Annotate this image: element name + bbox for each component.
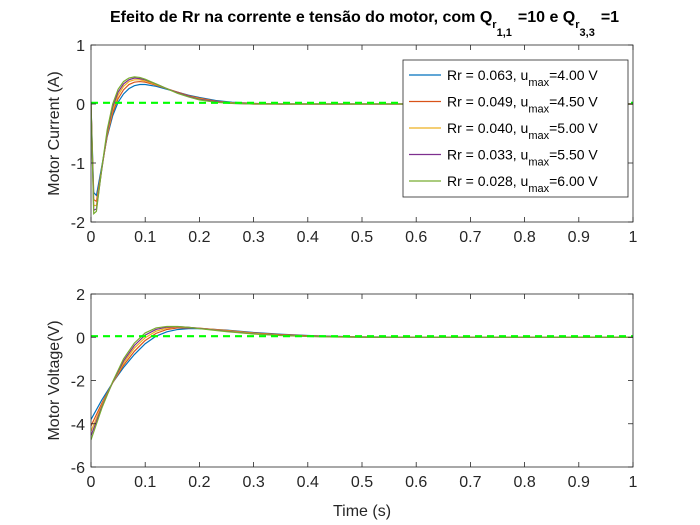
- x-tick-label: 0: [87, 474, 96, 491]
- current-panel: 0 0.1 0.2 0.3 0.4 0.5 0.6 0.7 0.8 0.9 1 -2 -1 0 1 Motor…: [46, 38, 638, 246]
- y-tick-label: 2: [76, 287, 85, 304]
- x-tick-label: 0.1: [134, 474, 156, 491]
- title-sub2: r: [575, 19, 580, 31]
- x-tick-label: 0.7: [459, 474, 481, 491]
- x-tick-label: 0.9: [568, 229, 590, 246]
- x-tick-label: 0.4: [297, 474, 319, 491]
- x-tick-label: 0.8: [513, 474, 535, 491]
- legend: Rr = 0.063, umax=4.00 V Rr = 0.049, umax=…: [402, 59, 629, 198]
- x-tick-label: 0.3: [242, 474, 264, 491]
- y-axis-label: Motor Voltage(V): [46, 320, 63, 440]
- y-tick-label: 1: [76, 38, 85, 55]
- x-tick-label: 0: [87, 229, 96, 246]
- voltage-panel: 0 0.1 0.2 0.3 0.4 0.5 0.6 0.7 0.8 0.9 1 -6 -4 -2 0 2 Mot…: [46, 287, 638, 520]
- y-tick-label: -2: [71, 215, 85, 232]
- y-tick-label: -1: [71, 156, 85, 173]
- y-tick-label: 0: [76, 97, 85, 114]
- legend-label: Rr = 0.033, umax=5.50 V: [447, 147, 598, 169]
- title-end: =1: [601, 9, 619, 26]
- x-tick-label: 0.5: [351, 229, 373, 246]
- series-group: [91, 325, 633, 441]
- legend-label: Rr = 0.040, umax=5.00 V: [447, 120, 598, 142]
- title-subsub1: 1,1: [497, 27, 512, 39]
- x-tick-label: 0.1: [134, 229, 156, 246]
- title-main: Efeito de Rr na corrente e tensão do mot…: [110, 9, 492, 26]
- series-group: [91, 76, 633, 216]
- x-tick-label: 0.7: [459, 229, 481, 246]
- x-tick-label: 0.2: [188, 229, 210, 246]
- series-line-5: [91, 76, 633, 216]
- x-tick-label: 0.8: [513, 229, 535, 246]
- legend-label: Rr = 0.049, umax=4.50 V: [447, 94, 598, 116]
- x-tick-label: 0.3: [242, 229, 264, 246]
- y-tick-label: -6: [71, 460, 85, 477]
- x-axis-label: Time (s): [333, 503, 391, 520]
- x-tick-label: 1: [629, 229, 638, 246]
- x-tick-label: 0.5: [351, 474, 373, 491]
- legend-label: Rr = 0.028, umax=6.00 V: [447, 173, 598, 195]
- title-subsub2: 3,3: [580, 27, 595, 39]
- chart-title: Efeito de Rr na corrente e tensão do mot…: [110, 9, 619, 39]
- y-tick-label: -4: [71, 417, 85, 434]
- x-tick-label: 0.6: [405, 229, 427, 246]
- x-tick-label: 0.2: [188, 474, 210, 491]
- x-tick-label: 0.6: [405, 474, 427, 491]
- title-mid: =10 e Q: [518, 9, 575, 26]
- y-axis-label: Motor Current (A): [46, 71, 63, 195]
- x-tick-label: 0.4: [297, 229, 319, 246]
- x-tick-label: 1: [629, 474, 638, 491]
- x-tick-label: 0.9: [568, 474, 590, 491]
- y-tick-label: 0: [76, 330, 85, 347]
- legend-label: Rr = 0.063, umax=4.00 V: [447, 67, 598, 89]
- y-tick-label: -2: [71, 374, 85, 391]
- plot-area: [91, 294, 633, 467]
- title-sub1: r: [492, 19, 497, 31]
